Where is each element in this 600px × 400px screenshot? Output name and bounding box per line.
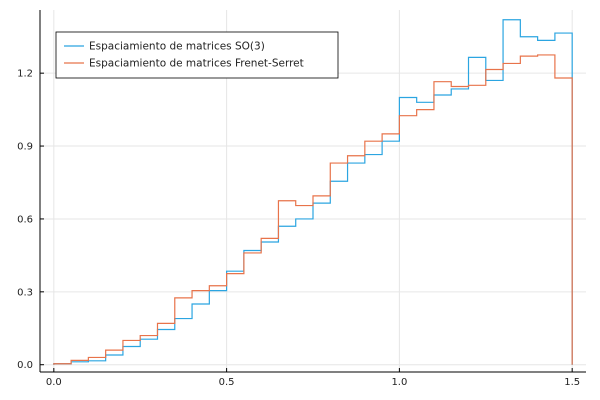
y-tick-label: 0.0 [17, 360, 33, 371]
series-line-1 [53, 54, 573, 365]
x-tick-label: 1.0 [391, 377, 407, 388]
y-tick-label: 0.3 [17, 287, 33, 298]
y-tick-label: 0.9 [17, 142, 33, 153]
legend-box [55, 31, 339, 79]
legend-label: Espaciamiento de matrices SO(3) [89, 41, 265, 53]
legend-label: Espaciamiento de matrices Frenet-Serret [89, 58, 304, 70]
plot-series [53, 19, 573, 365]
y-tick-label: 1.2 [17, 69, 33, 80]
x-tick-label: 0.0 [46, 377, 62, 388]
tick-labels: 0.0 0.5 1.0 1.5 0.0 0.3 0.6 0.9 1.2 [17, 69, 580, 388]
x-tick-label: 1.5 [564, 377, 580, 388]
axes [39, 10, 586, 373]
legend: Espaciamiento de matrices SO(3) Espaciami… [55, 31, 339, 79]
y-tick-label: 0.6 [17, 214, 33, 225]
x-tick-label: 0.5 [219, 377, 235, 388]
